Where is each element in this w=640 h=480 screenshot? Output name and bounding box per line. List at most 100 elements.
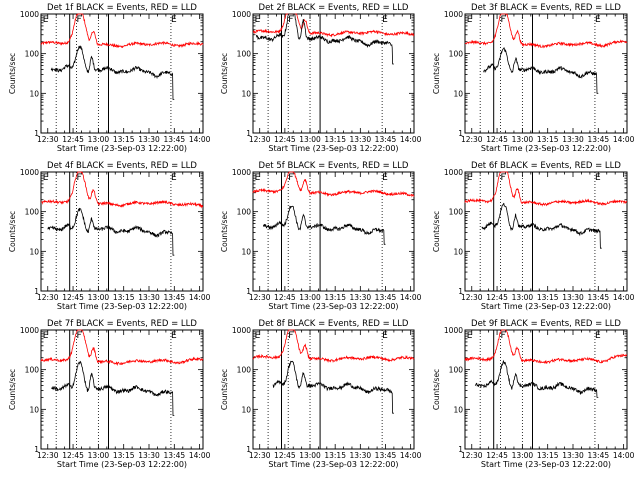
y-tick-label: 1000	[444, 168, 463, 177]
panel-title: Det 5f BLACK = Events, RED = LLD	[259, 161, 409, 171]
x-tick-label: 12:30	[461, 135, 483, 144]
panel-title: Det 7f BLACK = Events, RED = LLD	[47, 319, 197, 329]
lld-series	[252, 171, 415, 198]
events-series	[474, 359, 599, 398]
x-tick-label: 13:30	[350, 135, 372, 144]
lld-series	[40, 329, 204, 367]
panel-det-8: Det 8f BLACK = Events, RED = LLD 1 10 100 10…	[220, 319, 422, 469]
plot-frame	[252, 13, 415, 134]
y-axis-label: Counts/sec	[432, 211, 441, 252]
y-tick-label: 100	[449, 208, 464, 217]
plot-frame	[40, 13, 204, 134]
x-tick-label: 13:30	[350, 451, 372, 460]
lld-series	[40, 13, 204, 49]
interval-marker-letter: E	[255, 173, 261, 183]
y-tick-label: 1	[458, 287, 463, 296]
x-tick-label: 12:30	[461, 451, 483, 460]
y-tick-label: 1000	[232, 168, 251, 177]
x-tick-label: 13:15	[537, 135, 559, 144]
y-tick-label: 100	[25, 366, 40, 375]
y-axis-label: Counts/sec	[8, 369, 17, 410]
x-tick-label: 13:00	[88, 293, 110, 302]
interval-marker-letter: F	[288, 15, 293, 25]
x-tick-label: 13:00	[88, 135, 110, 144]
x-tick-label: 12:45	[62, 135, 84, 144]
x-tick-label: 13:30	[138, 135, 160, 144]
interval-marker-letter: E	[595, 331, 601, 341]
plot-frame	[252, 171, 415, 292]
x-tick-label: 14:00	[613, 451, 635, 460]
interval-marker-letter: E	[171, 173, 177, 183]
y-tick-label: 1000	[20, 326, 39, 335]
panel-title: Det 4f BLACK = Events, RED = LLD	[47, 161, 197, 171]
interval-marker-letter: E	[595, 15, 601, 25]
interval-marker-letter: F	[76, 15, 81, 25]
interval-marker-letter: E	[382, 173, 388, 183]
x-tick-label: 13:30	[562, 135, 584, 144]
panel-det-6: Det 6f BLACK = Events, RED = LLD 1 10 100 10…	[432, 161, 635, 311]
interval-marker-letter: E	[467, 173, 473, 183]
x-tick-label: 13:00	[299, 135, 321, 144]
x-tick-label: 13:30	[138, 451, 160, 460]
x-tick-label: 13:45	[375, 135, 397, 144]
panel-det-1: Det 1f BLACK = Events, RED = LLD 1 10 100 10…	[8, 3, 211, 153]
y-tick-label: 100	[237, 50, 252, 59]
y-tick-label: 10	[29, 89, 39, 98]
x-tick-label: 12:45	[486, 135, 508, 144]
x-tick-label: 13:45	[375, 451, 397, 460]
y-tick-label: 1000	[232, 10, 251, 19]
interval-marker-letter: E	[255, 15, 261, 25]
events-series	[51, 360, 175, 416]
interval-marker-letter: E	[171, 331, 177, 341]
x-tick-label: 13:15	[113, 293, 135, 302]
y-tick-label: 1	[458, 129, 463, 138]
x-tick-label: 13:15	[113, 451, 135, 460]
lld-series	[464, 329, 627, 365]
panel-det-4: Det 4f BLACK = Events, RED = LLD 1 10 100 10…	[8, 161, 211, 311]
x-tick-label: 12:30	[461, 293, 483, 302]
x-tick-label: 13:45	[375, 293, 397, 302]
y-tick-label: 1	[34, 445, 39, 454]
x-tick-label: 12:45	[274, 451, 296, 460]
x-tick-label: 13:30	[138, 293, 160, 302]
y-tick-label: 1	[246, 445, 251, 454]
x-tick-label: 14:00	[189, 293, 211, 302]
y-tick-label: 100	[25, 50, 40, 59]
lld-series	[40, 171, 203, 209]
y-tick-label: 1	[34, 287, 39, 296]
x-tick-label: 13:00	[88, 451, 110, 460]
panel-det-7: Det 7f BLACK = Events, RED = LLD 1 10 100 10…	[8, 319, 211, 469]
x-tick-label: 13:45	[588, 293, 610, 302]
y-axis-label: Counts/sec	[432, 369, 441, 410]
plot-frame	[464, 329, 628, 450]
x-axis-label: Start Time (23-Sep-03 12:22:00)	[268, 302, 398, 311]
panel-title: Det 2f BLACK = Events, RED = LLD	[259, 3, 409, 13]
y-tick-label: 1	[246, 287, 251, 296]
plot-frame	[464, 13, 628, 134]
x-tick-label: 14:00	[400, 135, 422, 144]
x-tick-label: 14:00	[189, 451, 211, 460]
x-tick-label: 13:30	[562, 293, 584, 302]
interval-marker-letter: E	[43, 15, 49, 25]
x-tick-label: 12:45	[62, 293, 84, 302]
events-series	[483, 47, 599, 94]
x-tick-label: 14:00	[189, 135, 211, 144]
x-tick-label: 13:45	[164, 451, 186, 460]
panel-title: Det 3f BLACK = Events, RED = LLD	[471, 3, 621, 13]
y-tick-label: 10	[241, 247, 251, 256]
x-tick-label: 12:30	[37, 451, 59, 460]
y-tick-label: 100	[449, 366, 464, 375]
x-axis-label: Start Time (23-Sep-03 12:22:00)	[481, 144, 611, 153]
x-tick-label: 14:00	[613, 293, 635, 302]
interval-marker-letter: E	[171, 15, 177, 25]
y-tick-label: 100	[25, 208, 40, 217]
y-tick-label: 1000	[20, 168, 39, 177]
x-tick-label: 13:15	[324, 293, 346, 302]
x-tick-label: 13:00	[512, 135, 534, 144]
interval-marker-letter: E	[595, 173, 601, 183]
lld-series	[252, 329, 415, 363]
x-tick-label: 13:15	[113, 135, 135, 144]
plot-frame	[464, 171, 628, 292]
panel-title: Det 9f BLACK = Events, RED = LLD	[471, 319, 621, 329]
